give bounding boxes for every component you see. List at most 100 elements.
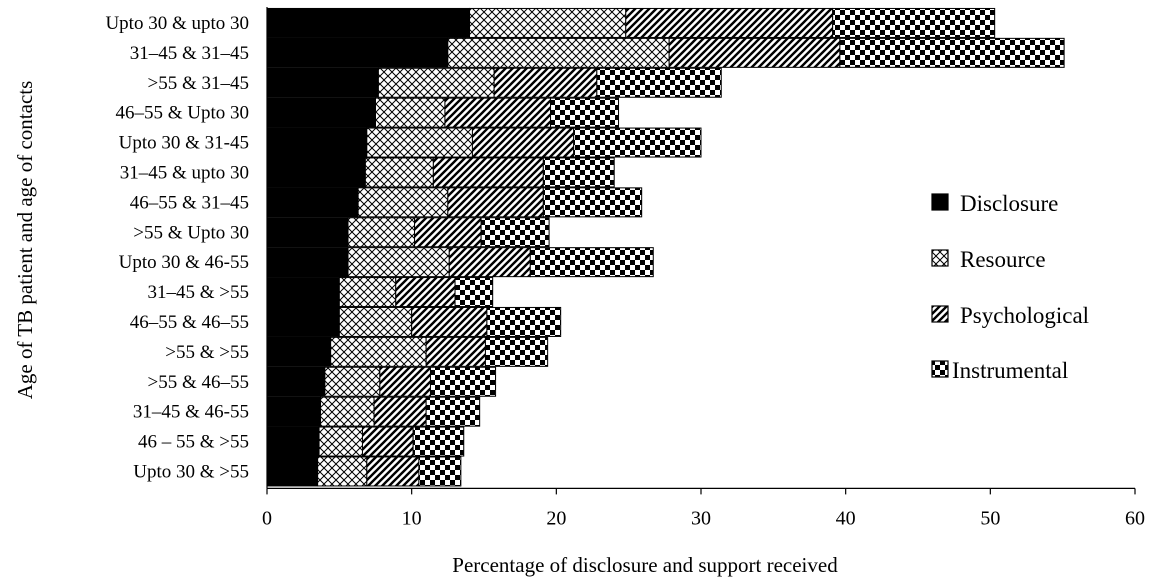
category-labels: Upto 30 & upto 30 31–45 & 31–45 >55 & 31–4… [105, 13, 249, 483]
category-label: 31–45 & >55 [148, 282, 250, 303]
bar-segment-psychological [471, 127, 575, 158]
bar-segment-instrumental [412, 426, 465, 457]
bar-segment-psychological [366, 456, 420, 487]
bar-segment-resource [347, 217, 416, 248]
category-label: 31–45 & 31–45 [130, 43, 249, 64]
legend-swatch-resource [931, 249, 949, 267]
bar-segment-psychological [411, 306, 488, 337]
bar-segment-disclosure [266, 336, 332, 367]
bar-segment-resource [320, 396, 375, 427]
category-label: 46–55 & 31–45 [130, 192, 249, 213]
bar-segment-resource [338, 306, 413, 337]
category-label: 46 – 55 & >55 [138, 432, 249, 453]
legend-label-instrumental: Instrumental [952, 358, 1068, 383]
bar-segment-resource [375, 97, 446, 128]
bar-segment-psychological [361, 426, 414, 457]
bar-segment-disclosure [266, 366, 326, 397]
category-label: 46–55 & 46–55 [130, 312, 249, 333]
bar-segment-instrumental [429, 366, 497, 397]
legend-swatch-disclosure [931, 193, 949, 211]
category-label: Upto 30 & >55 [133, 461, 249, 482]
category-label: Upto 30 & upto 30 [105, 13, 249, 34]
bar-segment-psychological [379, 366, 431, 397]
legend-label-psychological: Psychological [960, 303, 1089, 328]
bar-segment-instrumental [839, 37, 1065, 68]
bar-segment-resource [447, 37, 670, 68]
bar-segment-resource [317, 456, 368, 487]
category-label: 31–45 & 46-55 [133, 402, 249, 423]
x-axis: 0 10 20 30 40 50 60 [262, 7, 1145, 529]
bar-segment-instrumental [418, 456, 462, 487]
bar-segment-instrumental [480, 217, 550, 248]
x-tick-label: 20 [546, 507, 566, 529]
legend: Disclosure Resource Psychological Instrumen… [931, 191, 1089, 383]
bar-segment-resource [377, 67, 495, 98]
legend-swatch-psychological [931, 305, 949, 323]
bar-segment-disclosure [266, 7, 471, 38]
x-tick-label: 10 [402, 507, 422, 529]
bar-segment-resource [357, 187, 449, 218]
bar-segment-psychological [373, 396, 427, 427]
category-label: 46–55 & Upto 30 [115, 103, 249, 124]
bar-segment-instrumental [542, 157, 615, 188]
bar-segment-instrumental [425, 396, 481, 427]
bar-segment-instrumental [596, 67, 722, 98]
bar-segment-psychological [668, 37, 841, 68]
bar-segment-instrumental [573, 127, 702, 158]
bar-segment-disclosure [266, 157, 366, 188]
bar-segment-psychological [625, 7, 834, 38]
bar-segment-disclosure [266, 426, 320, 457]
category-label: Upto 30 & 31-45 [119, 133, 249, 154]
bar-segment-disclosure [266, 277, 340, 308]
bar-segment-psychological [414, 217, 482, 248]
x-tick-label: 40 [836, 507, 856, 529]
bar-segment-instrumental [486, 306, 562, 337]
category-label: 31–45 & upto 30 [120, 162, 249, 183]
x-tick-label: 50 [980, 507, 1000, 529]
bar-segment-psychological [448, 247, 531, 278]
bar-segment-instrumental [484, 336, 549, 367]
bar-segment-disclosure [266, 67, 379, 98]
bar-segment-disclosure [266, 456, 319, 487]
bar-segment-resource [338, 277, 397, 308]
legend-label-disclosure: Disclosure [960, 191, 1058, 216]
bar-segment-psychological [444, 97, 552, 128]
category-label: >55 & >55 [165, 342, 249, 363]
x-tick-label: 60 [1125, 507, 1145, 529]
category-label: >55 & 31–45 [148, 73, 250, 94]
y-axis-title: Age of TB patient and age of contacts [13, 81, 37, 400]
bar-segment-disclosure [266, 396, 322, 427]
category-label: >55 & Upto 30 [133, 222, 249, 243]
bar-segment-psychological [447, 187, 544, 218]
bar-segment-resource [330, 336, 427, 367]
x-tick-label: 0 [262, 507, 272, 529]
x-tick-label: 30 [691, 507, 711, 529]
bar-segment-instrumental [550, 97, 620, 128]
x-axis-title: Percentage of disclosure and support rec… [452, 553, 838, 577]
bar-segment-instrumental [542, 187, 643, 218]
bar-segment-psychological [493, 67, 598, 98]
bars-layer [266, 7, 1065, 487]
bar-segment-resource [364, 157, 434, 188]
bar-segment-instrumental [454, 277, 494, 308]
bar-segment-psychological [395, 277, 456, 308]
bar-segment-disclosure [266, 306, 340, 337]
bar-segment-resource [324, 366, 381, 397]
bar-segment-resource [469, 7, 627, 38]
category-label: Upto 30 & 46-55 [119, 252, 249, 273]
bar-segment-psychological [432, 157, 544, 188]
bar-segment-instrumental [529, 247, 654, 278]
bar-segment-disclosure [266, 247, 349, 278]
bar-segment-disclosure [266, 187, 359, 218]
bar-segment-disclosure [266, 217, 349, 248]
bar-segment-instrumental [832, 7, 996, 38]
bar-segment-resource [318, 426, 363, 457]
bar-segment-resource [347, 247, 450, 278]
category-label: >55 & 46–55 [148, 372, 250, 393]
bar-segment-disclosure [266, 127, 368, 158]
legend-label-resource: Resource [960, 247, 1046, 272]
bar-segment-disclosure [266, 97, 376, 128]
bar-segment-resource [366, 127, 473, 158]
legend-swatch-instrumental [931, 360, 949, 378]
